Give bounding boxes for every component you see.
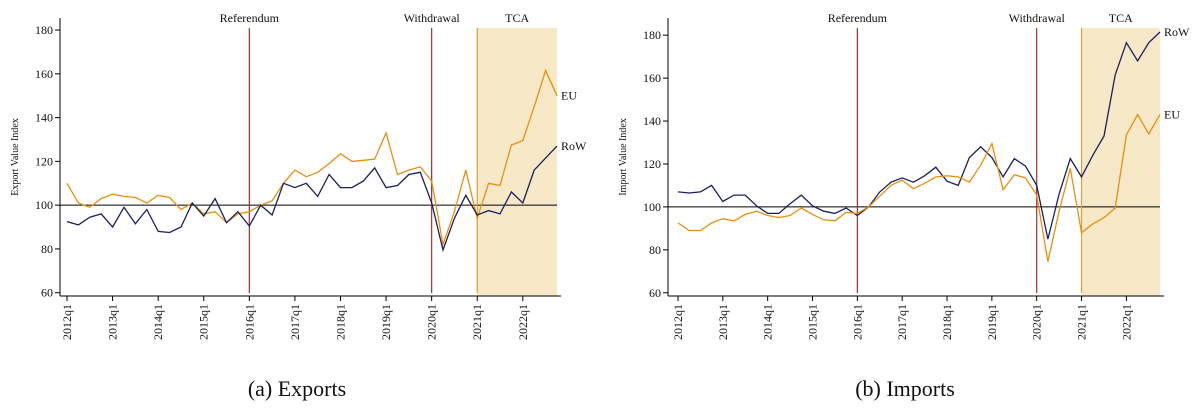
series-line: [66, 68, 558, 248]
y-tick-label: 120: [643, 157, 661, 171]
y-tick-label: 140: [35, 111, 53, 125]
y-tick-label: 180: [643, 28, 661, 42]
x-tick-label: 2013q1: [716, 304, 730, 340]
x-tick-label: 2022q1: [1119, 304, 1133, 340]
x-tick-label: 2020q1: [1030, 304, 1044, 340]
subtitle: (a) Exports: [248, 376, 346, 401]
shade-region: [477, 28, 557, 296]
x-tick-label: 2020q1: [425, 304, 439, 340]
y-axis-label: Export Value Index: [10, 118, 21, 196]
x-tick-label: 2018q1: [940, 304, 954, 340]
series-label: RoW: [561, 139, 587, 153]
y-tick-label: 160: [35, 67, 53, 81]
y-tick-label: 180: [35, 23, 53, 37]
series-line: [677, 113, 1161, 262]
series-label: EU: [561, 89, 577, 103]
x-tick-label: 2021q1: [470, 304, 484, 340]
x-tick-label: 2015q1: [197, 304, 211, 340]
shade-region: [1081, 28, 1160, 296]
x-tick-label: 2017q1: [895, 304, 909, 340]
x-tick-label: 2019q1: [985, 304, 999, 340]
y-tick-label: 60: [649, 286, 661, 300]
y-tick-label: 100: [643, 200, 661, 214]
event-label: Withdrawal: [404, 11, 461, 25]
x-tick-label: 2013q1: [106, 304, 120, 340]
x-tick-label: 2017q1: [288, 304, 302, 340]
x-tick-label: 2012q1: [60, 304, 74, 340]
x-tick-label: 2022q1: [516, 304, 530, 340]
x-tick-label: 2018q1: [333, 304, 347, 340]
event-label: Referendum: [828, 11, 888, 25]
y-tick-label: 100: [35, 198, 53, 212]
x-tick-label: 2014q1: [761, 304, 775, 340]
subtitle: (b) Imports: [855, 376, 955, 401]
x-tick-label: 2015q1: [806, 304, 820, 340]
x-tick-label: 2021q1: [1075, 304, 1089, 340]
x-tick-label: 2019q1: [379, 304, 393, 340]
event-label: TCA: [1109, 11, 1133, 25]
y-tick-label: 60: [41, 286, 53, 300]
y-tick-label: 80: [41, 242, 53, 256]
series-label: RoW: [1164, 25, 1190, 39]
series-line: [677, 31, 1161, 240]
y-tick-label: 120: [35, 154, 53, 168]
event-label: Referendum: [220, 11, 280, 25]
series-label: EU: [1164, 108, 1180, 122]
y-axis-label: Import Value Index: [618, 118, 629, 196]
x-tick-label: 2016q1: [850, 304, 864, 340]
series-line: [66, 145, 558, 253]
x-tick-label: 2016q1: [242, 304, 256, 340]
y-tick-label: 160: [643, 71, 661, 85]
x-tick-label: 2012q1: [671, 304, 685, 340]
x-tick-label: 2014q1: [151, 304, 165, 340]
event-label: Withdrawal: [1009, 11, 1066, 25]
y-tick-label: 80: [649, 243, 661, 257]
event-label: TCA: [505, 11, 529, 25]
y-tick-label: 140: [643, 114, 661, 128]
